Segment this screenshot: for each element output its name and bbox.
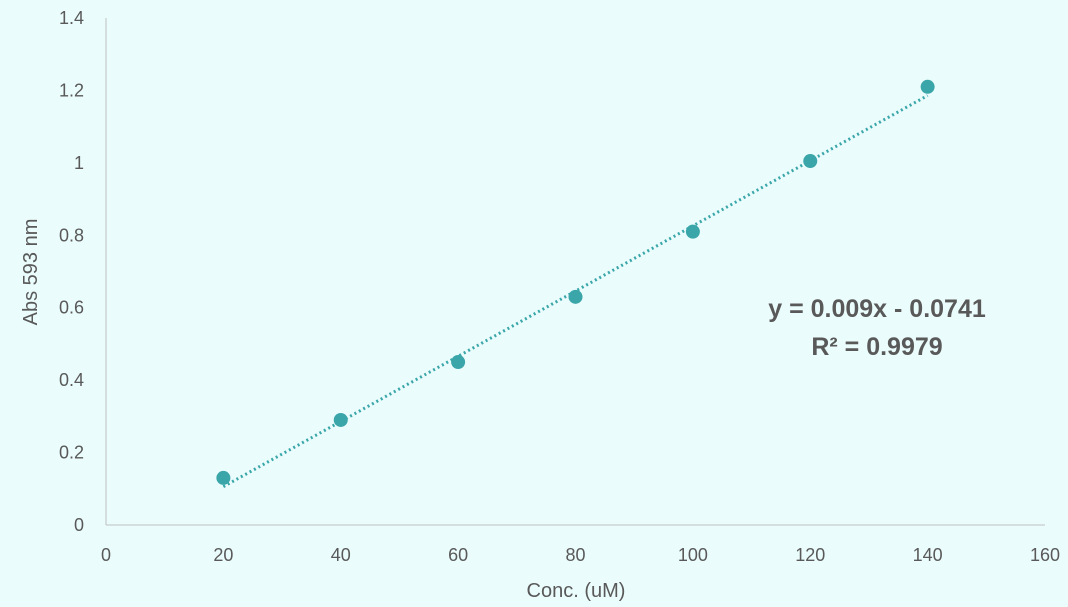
data-point — [451, 355, 466, 370]
x-tick-label: 0 — [101, 545, 111, 565]
y-tick-label: 0.2 — [59, 443, 84, 463]
y-tick-labels: 0 0.2 0.4 0.6 0.8 1 1.2 1.4 — [59, 8, 84, 535]
trendline-equation: y = 0.009x - 0.0741 — [768, 295, 986, 323]
x-axis-title: Conc. (uM) — [527, 580, 626, 602]
data-point — [568, 289, 583, 304]
data-point — [920, 79, 935, 94]
data-point — [803, 154, 818, 169]
data-point — [333, 412, 348, 427]
y-tick-label: 0.4 — [59, 370, 84, 390]
r-squared-label: R² = 0.9979 — [811, 333, 942, 361]
x-tick-labels: 0 20 40 60 80 100 120 140 160 — [101, 545, 1060, 565]
x-tick-label: 80 — [565, 545, 585, 565]
x-tick-label: 20 — [213, 545, 233, 565]
data-point — [216, 470, 231, 485]
y-tick-label: 0.8 — [59, 225, 84, 245]
y-tick-label: 1.2 — [59, 80, 84, 100]
y-axis-title: Abs 593 nm — [20, 219, 42, 326]
x-tick-label: 40 — [331, 545, 351, 565]
data-points — [216, 79, 935, 485]
x-tick-label: 100 — [678, 545, 708, 565]
data-point — [685, 224, 700, 239]
x-tick-label: 160 — [1030, 545, 1060, 565]
y-tick-label: 1.4 — [59, 8, 84, 28]
y-tick-label: 0 — [74, 515, 84, 535]
x-tick-label: 140 — [913, 545, 943, 565]
x-tick-label: 120 — [795, 545, 825, 565]
y-tick-label: 0.6 — [59, 298, 84, 318]
axes — [105, 18, 1045, 526]
y-tick-label: 1 — [74, 153, 84, 173]
x-tick-label: 60 — [448, 545, 468, 565]
